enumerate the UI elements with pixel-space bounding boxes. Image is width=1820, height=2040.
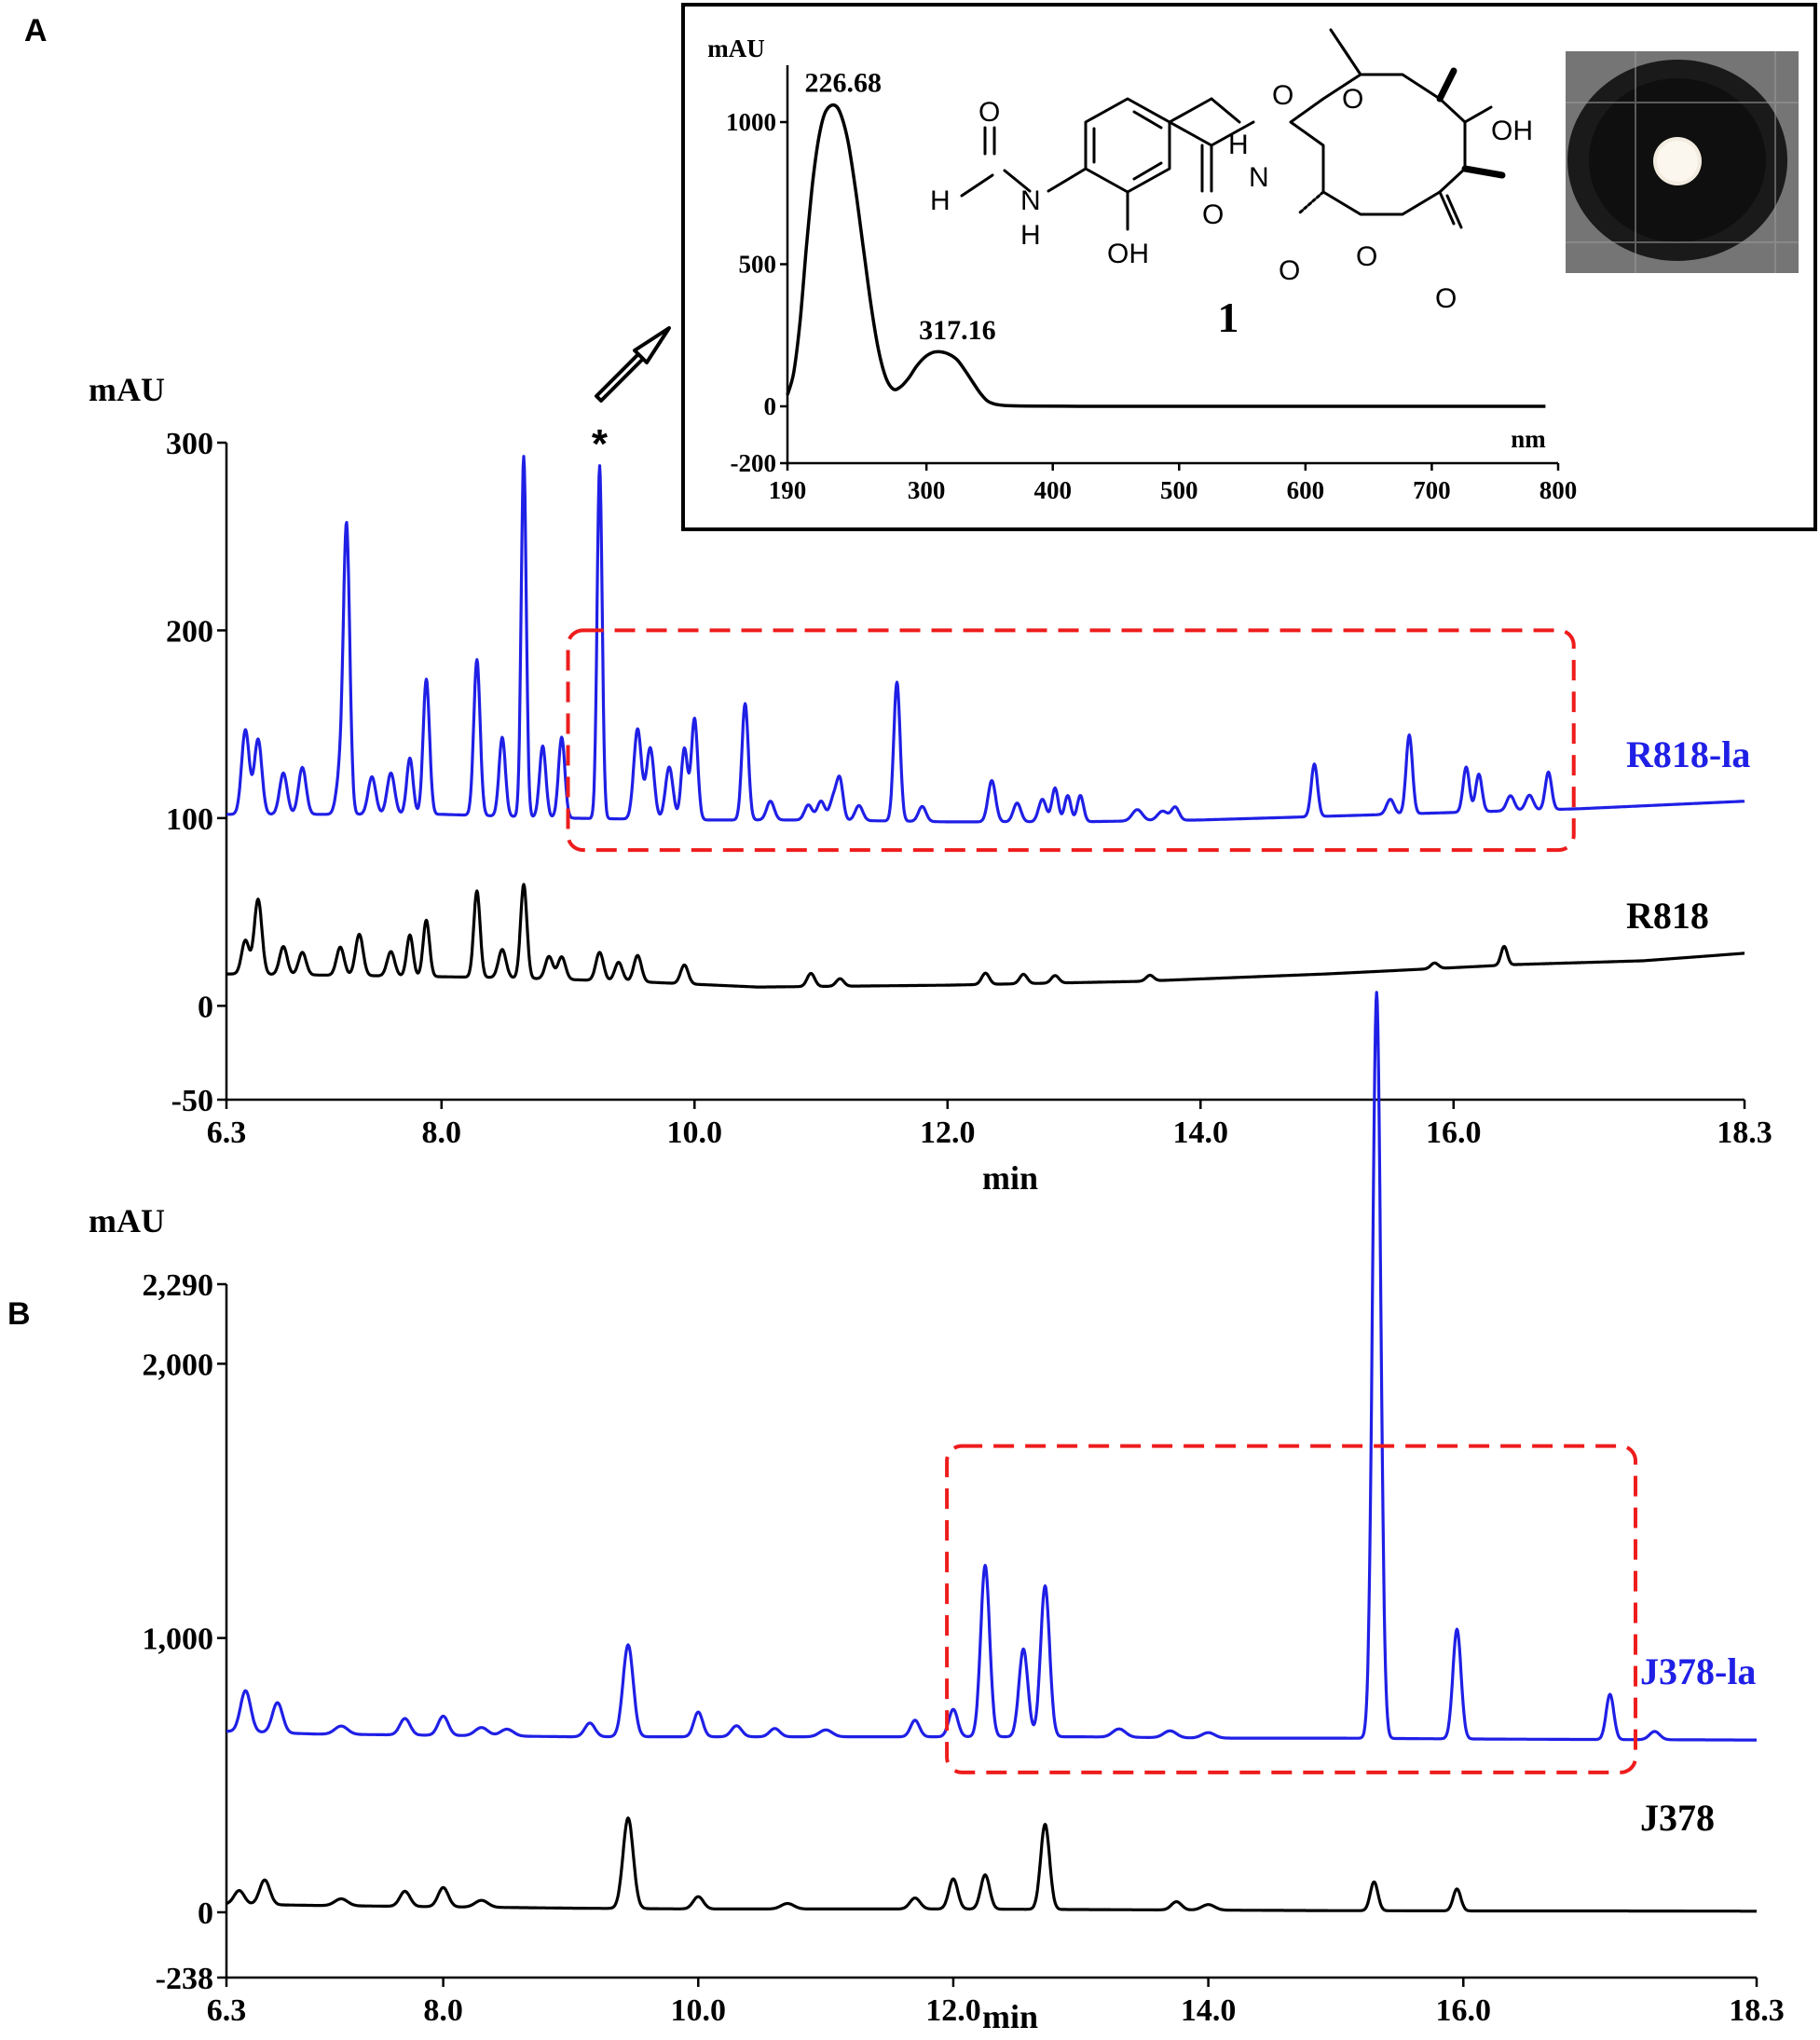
panel-a-xlabel: min (982, 1159, 1038, 1197)
uv-spectrum-inset: mAU nm (681, 3, 1817, 531)
panelA-x-tick-label: 16.0 (1426, 1116, 1482, 1150)
panelB-highlight-box (945, 1444, 1638, 1774)
panelA-x-tick-label: 6.3 (207, 1116, 247, 1150)
atom-label: O (978, 97, 1000, 128)
panelA-series-r818-la (226, 455, 1745, 824)
panelA-x-tick-label: 18.3 (1717, 1116, 1772, 1150)
panelB-series-label: J378 (1640, 1797, 1715, 1839)
atom-label: N (1020, 185, 1041, 216)
panelB-y-tick-label: 2,290 (143, 1268, 214, 1303)
panelA-series-r818 (226, 883, 1745, 989)
atom-label: O (1435, 283, 1457, 314)
panelA-y-tick-label: 100 (166, 802, 213, 837)
inset-x-tick-label: 400 (1033, 476, 1072, 504)
panelA-series-label: R818-la (1626, 733, 1750, 775)
panelB-y-tick-label: 2,000 (143, 1348, 214, 1382)
panel-b-xlabel: min (982, 1998, 1038, 2035)
inset-x-tick-label: 500 (1160, 476, 1198, 504)
panelA-y-tick-label: 0 (198, 990, 213, 1024)
panel-b-letter: B (7, 1296, 31, 1332)
panelB-y-tick-label: 1,000 (143, 1622, 214, 1657)
inset-xlabel: nm (1511, 425, 1546, 453)
inset-x-tick-label: 190 (769, 476, 807, 504)
inset-y-tick-label: -200 (731, 449, 777, 477)
panelB-x-tick-label: 16.0 (1436, 1993, 1492, 2028)
compound-number: 1 (1218, 294, 1239, 341)
panelA-y-tick-label: 200 (166, 614, 213, 649)
inset-peak-label: 317.16 (919, 315, 996, 346)
panelB-x-tick-label: 12.0 (925, 1993, 981, 2028)
panelB-x-tick-label: 10.0 (671, 1993, 727, 2028)
panelB-x-tick-label: 6.3 (207, 1993, 247, 2028)
panel-b-ylabel: mAU (89, 1202, 165, 1239)
panelA-x-tick-label: 12.0 (920, 1116, 976, 1150)
inset-x-tick-label: 600 (1287, 476, 1325, 504)
panelA-x-tick-label: 10.0 (667, 1116, 723, 1150)
atom-label: H (930, 185, 951, 216)
atom-label: H (1228, 130, 1249, 160)
panelB-x-tick-label: 8.0 (423, 1993, 463, 2028)
atom-label: O (1202, 199, 1224, 230)
inset-peak-label: 226.68 (804, 68, 882, 99)
inset-y-tick-label: 500 (739, 251, 777, 279)
atom-label: O (1279, 255, 1300, 286)
inset-spectrum-line (786, 103, 1546, 408)
inset-x-tick-label: 300 (908, 476, 946, 504)
inset-x-tick-label: 800 (1539, 476, 1578, 504)
panelA-highlight-box (566, 628, 1576, 853)
inhibition-zone-photo (1566, 51, 1799, 273)
panelB-y-tick-label: 0 (198, 1896, 213, 1931)
panel-a-letter: A (24, 13, 48, 48)
panelA-x-tick-label: 8.0 (422, 1116, 462, 1150)
atom-label: O (1356, 241, 1377, 272)
inset-pointer-arrow (595, 326, 671, 403)
panelA-peak-marker: * (592, 421, 609, 467)
atom-label: H (1020, 220, 1041, 251)
inset-y-tick-label: 0 (764, 392, 777, 420)
panelB-series-j378 (226, 1816, 1758, 1913)
panelB-series-label: J378-la (1640, 1650, 1756, 1692)
panelB-x-tick-label: 14.0 (1181, 1993, 1237, 2028)
panelA-y-tick-label: -50 (171, 1084, 213, 1118)
panel-a-chart: mAU min 300 200 100 0 -506.3 8.0 10.0 12.0 14.0 1… (89, 371, 1772, 1197)
atom-label: N (1249, 162, 1269, 193)
panelB-x-tick-label: 18.3 (1729, 1993, 1785, 2028)
atom-label: OH (1107, 239, 1149, 269)
atom-label: O (1342, 84, 1363, 115)
inset-y-tick-label: 1000 (726, 108, 776, 136)
panel-a-ylabel: mAU (89, 371, 165, 408)
panelB-y-tick-label: -238 (156, 1962, 213, 1996)
panelA-y-tick-label: 300 (166, 427, 213, 461)
atom-label: OH (1491, 116, 1533, 146)
atom-label: O (1272, 80, 1293, 111)
panelA-series-label: R818 (1626, 895, 1709, 937)
panelB-series-j378-la (226, 991, 1758, 1742)
inset-x-tick-label: 700 (1413, 476, 1451, 504)
compound-structure (960, 28, 1506, 231)
panelA-x-tick-label: 14.0 (1173, 1116, 1229, 1150)
inset-ylabel: mAU (707, 34, 765, 62)
